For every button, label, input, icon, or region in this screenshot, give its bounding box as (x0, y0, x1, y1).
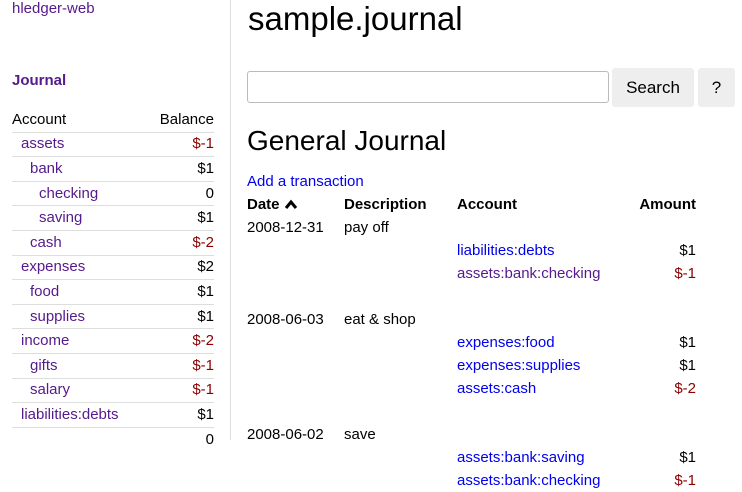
transaction-date: 2008-06-02 (247, 425, 324, 443)
spacer-row (247, 400, 696, 423)
account-balance: $-1 (145, 378, 214, 404)
posting-account-link[interactable]: expenses:food (457, 333, 555, 351)
date-header[interactable]: Date (247, 193, 344, 216)
posting-account-link[interactable]: assets:bank:checking (457, 471, 601, 489)
posting-account-link[interactable]: assets:bank:checking (457, 264, 601, 282)
account-balance: $1 (145, 279, 214, 305)
account-link[interactable]: gifts (30, 356, 58, 374)
posting-account-link[interactable]: liabilities:debts (457, 241, 555, 259)
accounts-table: Account Balance assets $-1 bank $1 checking 0 s… (12, 108, 214, 452)
spacer-row (247, 285, 696, 308)
account-row: income $-2 (12, 328, 214, 354)
account-row: liabilities:debts $1 (12, 402, 214, 428)
transaction-description: eat & shop (344, 310, 416, 328)
balance-header: Balance (145, 108, 214, 133)
account-balance: $1 (145, 402, 214, 428)
posting-amount: $1 (679, 333, 696, 351)
posting-account-link[interactable]: assets:cash (457, 379, 537, 397)
journal-link[interactable]: Journal (12, 72, 67, 89)
transaction-row: 2008-06-03 eat & shop (247, 308, 696, 331)
journal-heading: General Journal (247, 125, 447, 156)
add-transaction-link[interactable]: Add a transaction (247, 173, 364, 190)
account-row: assets $-1 (12, 132, 214, 158)
posting-row: liabilities:debts $1 (247, 239, 696, 262)
account-balance: $-2 (145, 328, 214, 354)
account-row: saving $1 (12, 205, 214, 231)
account-row: cash $-2 (12, 230, 214, 256)
posting-row: expenses:food $1 (247, 331, 696, 354)
account-balance: $-1 (145, 353, 214, 379)
account-balance: $-1 (145, 132, 214, 158)
chevron-up-icon (284, 199, 297, 209)
account-row: bank $1 (12, 156, 214, 182)
search-button[interactable]: Search (612, 68, 694, 107)
posting-amount: $1 (679, 448, 696, 466)
account-balance: $1 (145, 304, 214, 330)
transaction-date: 2008-12-31 (247, 218, 324, 236)
total-balance: 0 (145, 426, 214, 452)
transaction-description: pay off (344, 218, 389, 236)
account-link[interactable]: liabilities:debts (21, 405, 119, 423)
account-link[interactable]: cash (30, 233, 62, 251)
date-header-label: Date (247, 195, 280, 213)
account-header: Account (12, 108, 146, 133)
account-row: salary $-1 (12, 378, 214, 404)
account-row: expenses $2 (12, 255, 214, 281)
help-button[interactable]: ? (698, 68, 735, 107)
posting-amount: $1 (679, 356, 696, 374)
account-link[interactable]: food (30, 282, 60, 300)
account-link[interactable]: bank (30, 159, 63, 177)
sidebar: hledger-web Journal Account Balance asset… (0, 0, 231, 452)
account-link[interactable]: expenses (21, 258, 86, 276)
posting-amount: $-1 (674, 264, 696, 282)
account-link[interactable]: supplies (30, 307, 86, 325)
account-link[interactable]: saving (39, 209, 83, 227)
transaction-row: 2008-06-02 save (247, 423, 696, 446)
posting-account-link[interactable]: expenses:supplies (457, 356, 581, 374)
posting-row: assets:cash $-2 (247, 377, 696, 400)
account-row: checking 0 (12, 181, 214, 207)
account-balance: 0 (145, 181, 214, 207)
account-link[interactable]: income (21, 332, 70, 350)
posting-amount: $-2 (674, 379, 696, 397)
amount-header: Amount (639, 195, 696, 213)
account-link[interactable]: assets (21, 135, 65, 153)
account-balance: $-2 (145, 230, 214, 256)
transaction-description: save (344, 425, 376, 443)
transaction-row: 2008-12-31 pay off (247, 216, 696, 239)
account-balance: $2 (145, 255, 214, 281)
journal-table: Date Description Account Amount 2008-12-… (247, 193, 696, 492)
page-title: sample.journal (248, 0, 463, 37)
account-row: food $1 (12, 279, 214, 305)
account-link[interactable]: checking (39, 184, 99, 202)
account-link[interactable]: salary (30, 381, 71, 399)
account-row: gifts $-1 (12, 353, 214, 379)
posting-row: expenses:supplies $1 (247, 354, 696, 377)
search-input[interactable] (247, 71, 609, 103)
description-header: Description (344, 195, 427, 213)
transaction-date: 2008-06-03 (247, 310, 324, 328)
account-balance: $1 (145, 205, 214, 231)
posting-account-link[interactable]: assets:bank:saving (457, 448, 585, 466)
brand-link[interactable]: hledger-web (12, 0, 95, 17)
posting-row: assets:bank:checking $-1 (247, 262, 696, 285)
account-balance: $1 (145, 156, 214, 182)
account-header: Account (457, 195, 517, 213)
posting-row: assets:bank:saving $1 (247, 446, 696, 469)
account-row: supplies $1 (12, 304, 214, 330)
posting-amount: $1 (679, 241, 696, 259)
total-label (12, 426, 146, 452)
